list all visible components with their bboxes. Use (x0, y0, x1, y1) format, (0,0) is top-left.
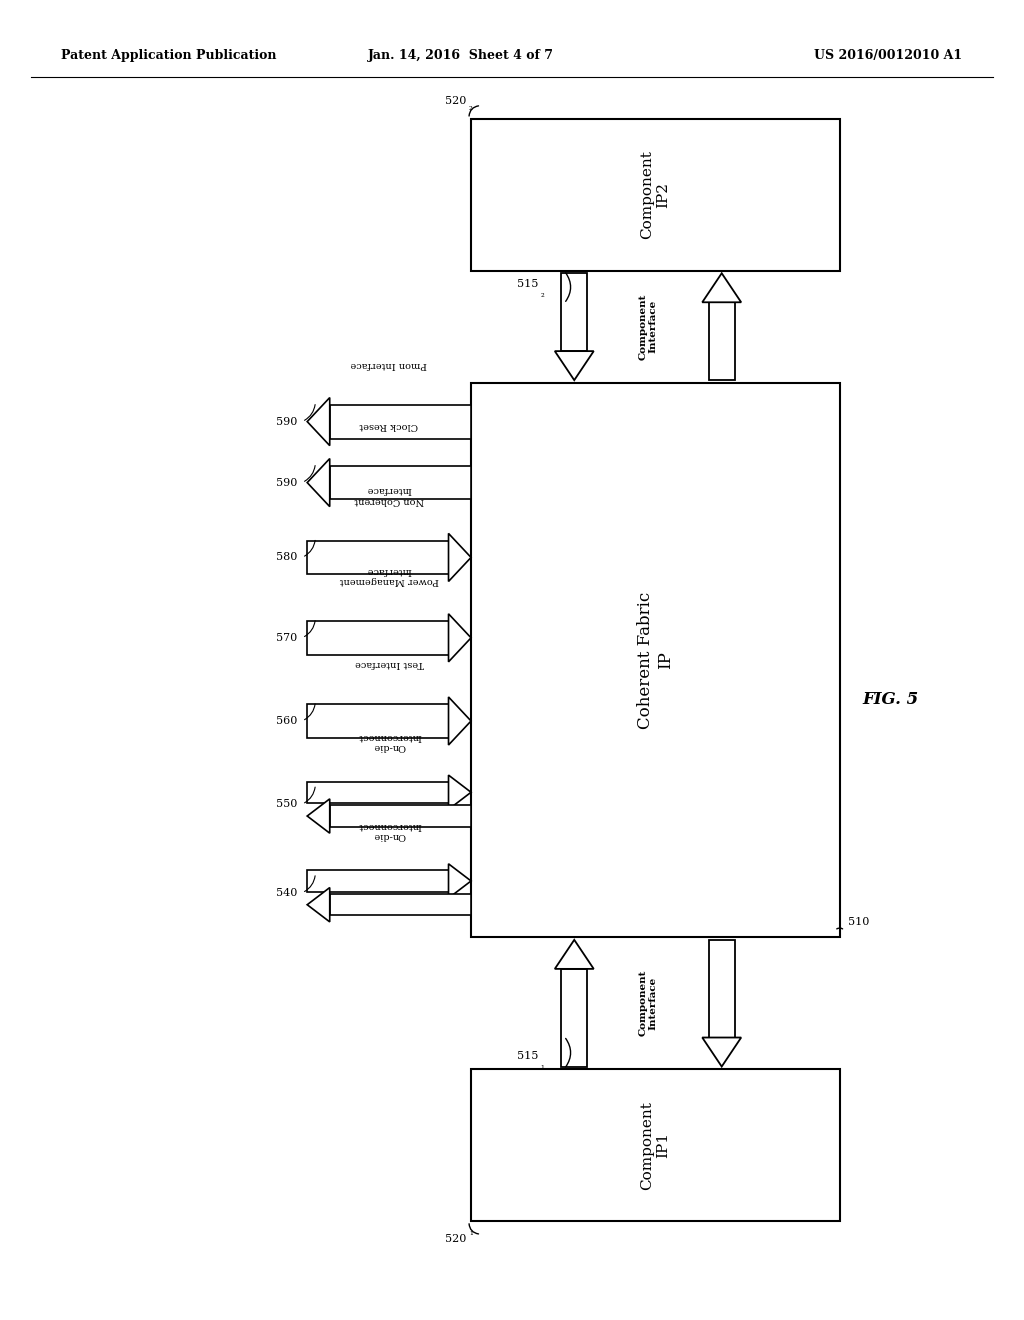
Text: ₁: ₁ (541, 1063, 545, 1071)
Text: 580: 580 (275, 553, 297, 562)
Bar (330, 805, 471, 826)
Bar (307, 704, 449, 738)
Text: Component
IP2: Component IP2 (640, 150, 671, 239)
Text: Non Coherent
Interface: Non Coherent Interface (354, 486, 424, 504)
Text: ₂: ₂ (469, 103, 473, 112)
Polygon shape (449, 614, 471, 661)
Polygon shape (702, 273, 741, 302)
Text: Power Management
Interface: Power Management Interface (340, 566, 438, 585)
Text: 550: 550 (275, 799, 297, 809)
Text: Jan. 14, 2016  Sheet 4 of 7: Jan. 14, 2016 Sheet 4 of 7 (368, 49, 554, 62)
Text: Test Interface: Test Interface (354, 659, 424, 668)
Text: 590: 590 (275, 417, 297, 426)
Bar (471, 119, 840, 271)
Text: Component
Interface: Component Interface (638, 293, 657, 360)
Bar (307, 781, 449, 803)
Polygon shape (555, 940, 594, 969)
Bar (330, 466, 471, 499)
Text: Component
Interface: Component Interface (638, 970, 657, 1036)
Polygon shape (449, 533, 471, 581)
Bar (709, 302, 734, 380)
Text: On-die
Interconnect: On-die Interconnect (357, 733, 421, 751)
Text: 510: 510 (848, 916, 869, 927)
Bar (330, 894, 471, 915)
Polygon shape (307, 397, 330, 446)
Polygon shape (307, 799, 330, 833)
Bar (709, 940, 734, 1038)
Bar (471, 383, 840, 937)
Polygon shape (449, 697, 471, 744)
Bar (330, 405, 471, 438)
Text: 590: 590 (275, 478, 297, 487)
Polygon shape (449, 775, 471, 809)
Polygon shape (555, 351, 594, 380)
Bar (471, 1069, 840, 1221)
Text: 520: 520 (444, 95, 466, 106)
Text: Coherent Fabric
IP: Coherent Fabric IP (637, 591, 674, 729)
Bar (561, 969, 587, 1067)
Bar (307, 870, 449, 891)
Bar (561, 273, 587, 351)
Text: 515: 515 (517, 279, 539, 289)
Polygon shape (307, 887, 330, 921)
Polygon shape (307, 458, 330, 507)
Text: Patent Application Publication: Patent Application Publication (61, 49, 276, 62)
Bar (307, 620, 449, 655)
Text: US 2016/0012010 A1: US 2016/0012010 A1 (814, 49, 963, 62)
Polygon shape (702, 1038, 741, 1067)
Bar (307, 541, 449, 574)
Text: 540: 540 (275, 888, 297, 898)
Text: Clock Reset: Clock Reset (359, 421, 419, 430)
Polygon shape (449, 863, 471, 898)
Text: FIG. 5: FIG. 5 (863, 692, 919, 708)
Text: ₁: ₁ (469, 1228, 473, 1237)
Text: Component
IP1: Component IP1 (640, 1101, 671, 1189)
Text: 570: 570 (275, 632, 297, 643)
Text: Pmon Interface: Pmon Interface (351, 360, 427, 368)
Text: ₂: ₂ (541, 290, 544, 298)
Text: 560: 560 (275, 715, 297, 726)
Text: 520: 520 (444, 1234, 466, 1245)
Text: 515: 515 (517, 1051, 539, 1061)
Text: On-die
Interconnect: On-die Interconnect (357, 821, 421, 840)
